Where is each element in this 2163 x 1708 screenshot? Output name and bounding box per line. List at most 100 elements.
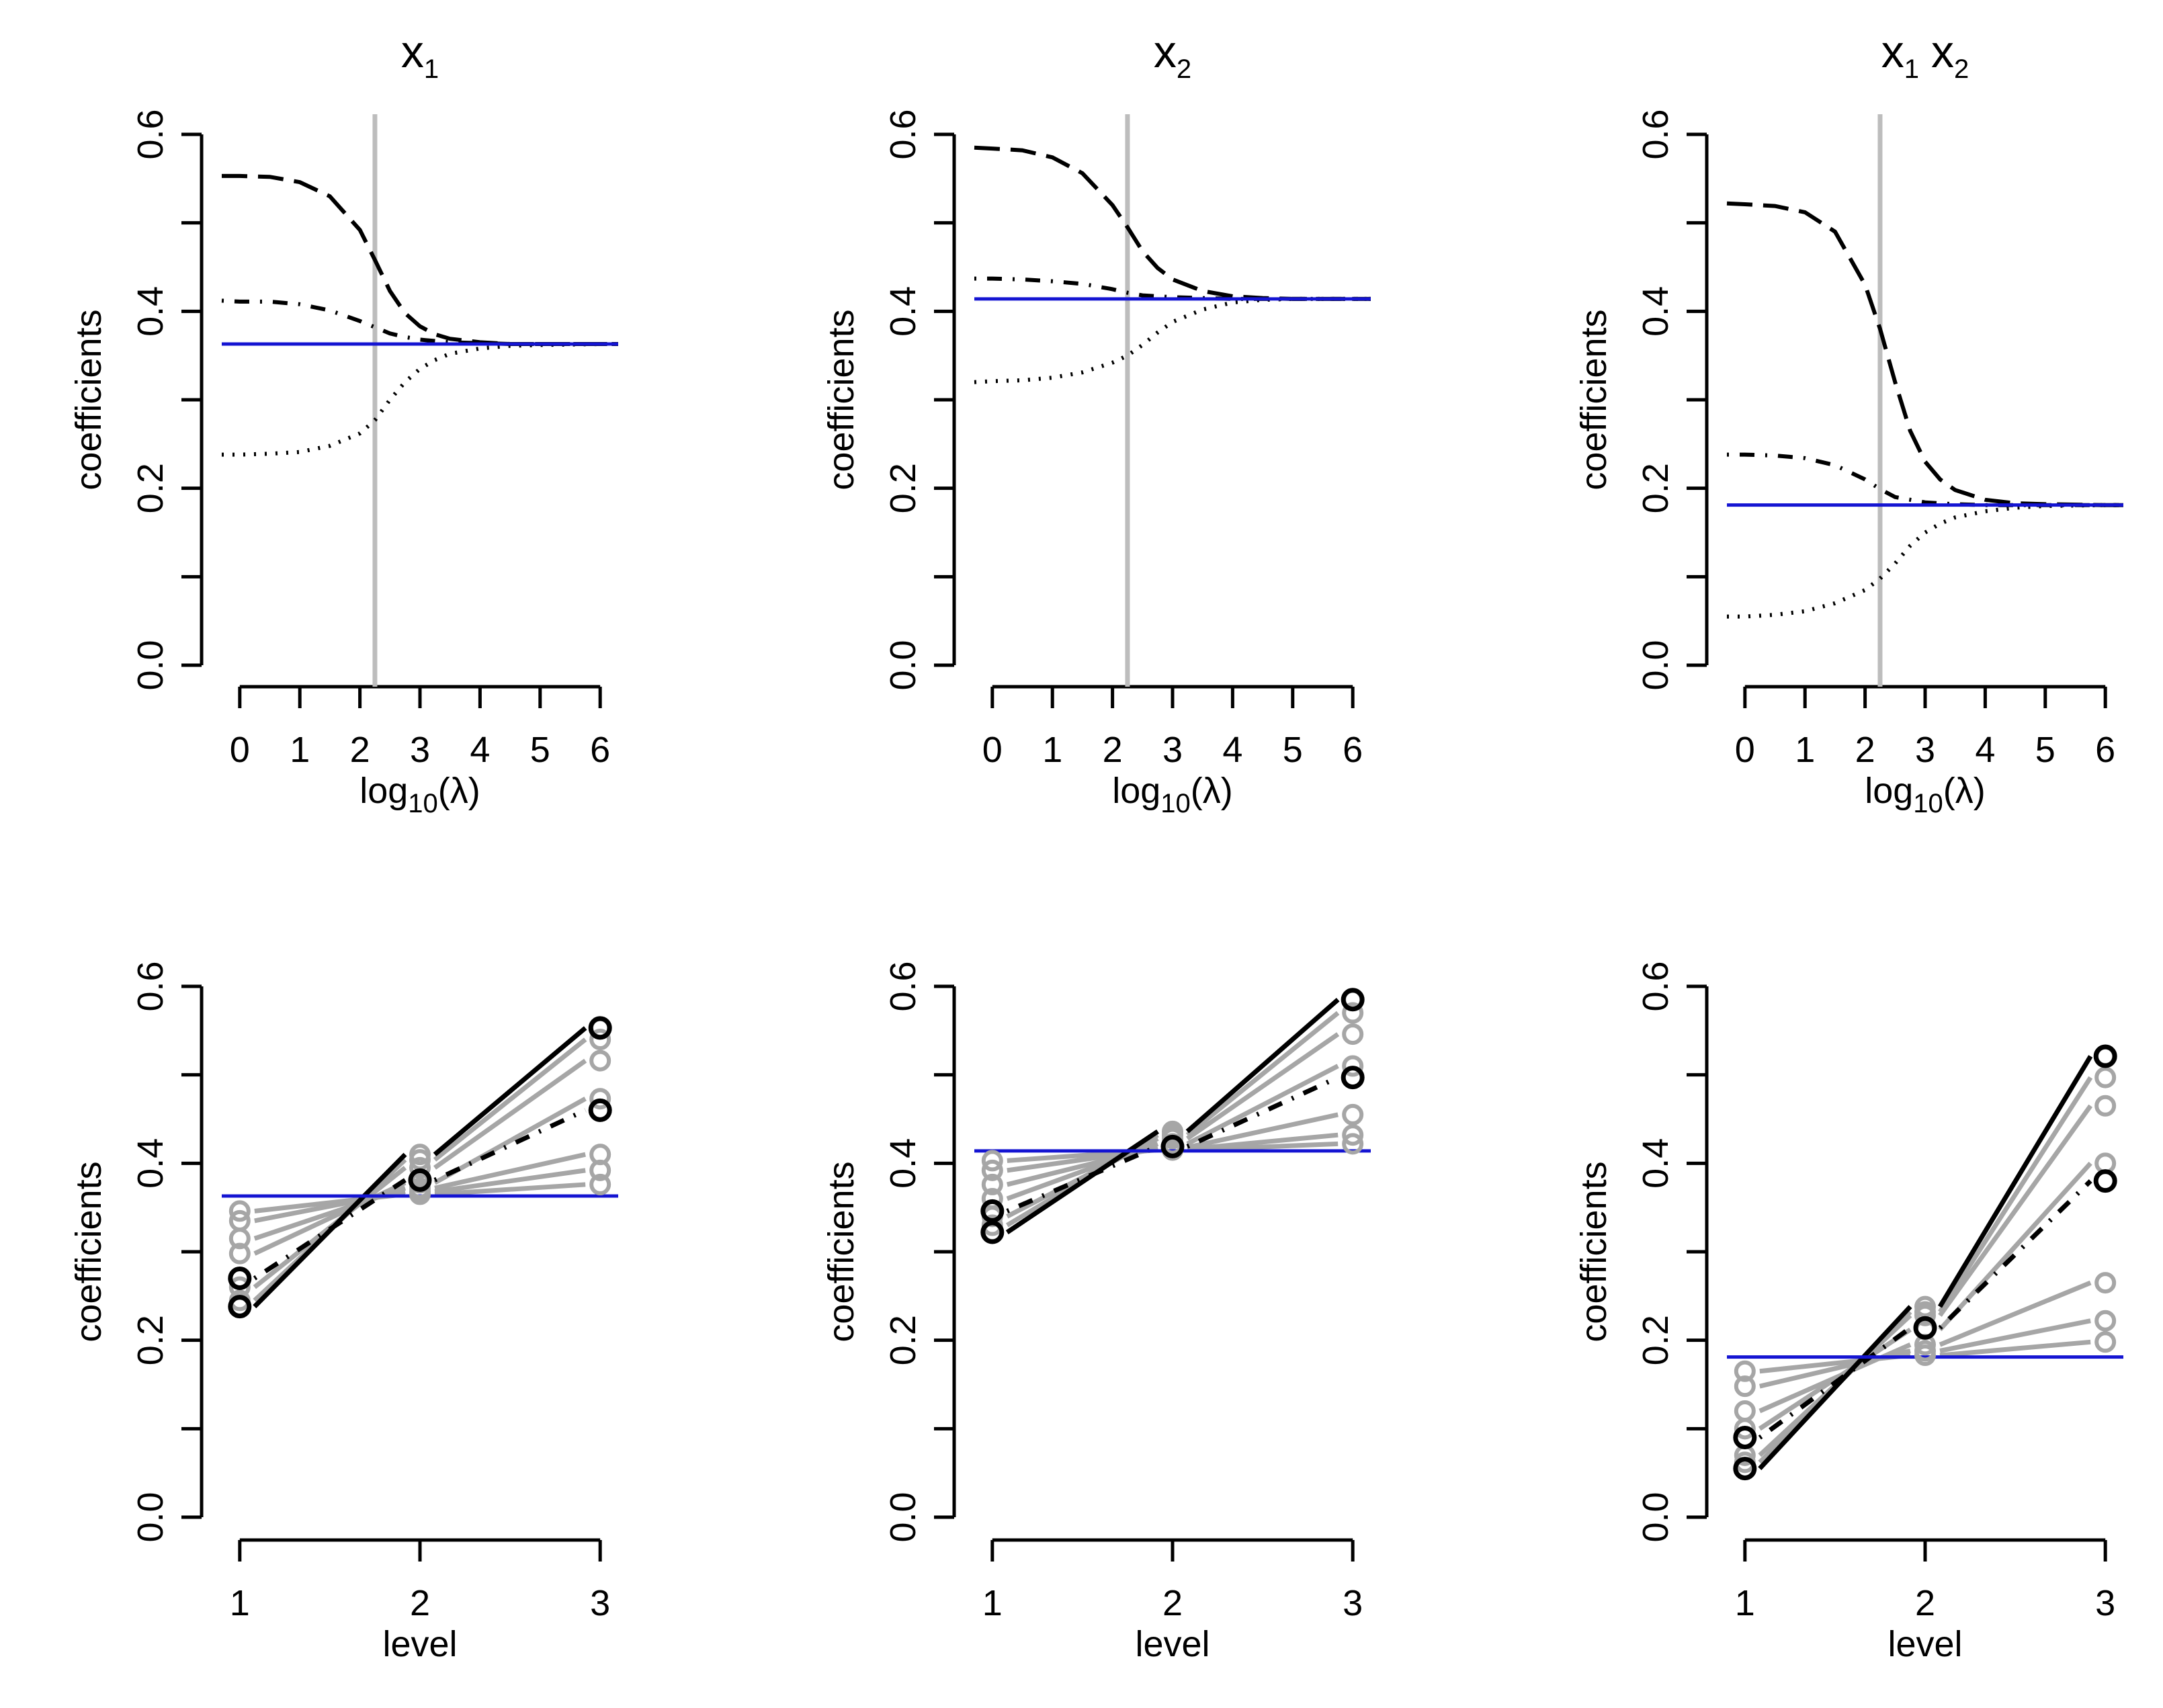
x-tick-label: 2 bbox=[1915, 1583, 1935, 1623]
selected-profile-line bbox=[253, 1178, 407, 1281]
unpenalized-profile-line bbox=[253, 1152, 407, 1309]
gray-profile-line bbox=[1939, 1280, 2092, 1347]
unpenalized-profile-point bbox=[228, 1295, 252, 1319]
gray-profile-line bbox=[1185, 1011, 1340, 1137]
x-tick-label: 2 bbox=[1162, 1583, 1183, 1623]
panel-title: x1 bbox=[401, 26, 439, 84]
x-tick-label: 2 bbox=[350, 730, 370, 770]
y-axis-label: coefficients bbox=[69, 309, 109, 490]
y-tick-label: 0.2 bbox=[1636, 1315, 1676, 1365]
y-tick-label: 0.6 bbox=[130, 109, 171, 159]
y-tick-label: 0.2 bbox=[1636, 463, 1676, 513]
y-tick-label: 0.0 bbox=[1636, 640, 1676, 690]
gray-profile-line bbox=[434, 1152, 586, 1191]
panel-title: x2 bbox=[1154, 26, 1191, 84]
y-tick-label: 0.6 bbox=[883, 109, 923, 159]
y-axis-label: coefficients bbox=[821, 1161, 861, 1342]
gray-profile-point bbox=[2094, 1310, 2117, 1332]
x-axis-label-log: log bbox=[359, 771, 408, 811]
gray-profile-point bbox=[1342, 1023, 1364, 1045]
selected-profile-point bbox=[2093, 1169, 2117, 1193]
gray-profile-point bbox=[409, 1183, 431, 1205]
gray-profile-line bbox=[1939, 1318, 2091, 1353]
gray-profile-line bbox=[433, 1058, 587, 1170]
panel-title-subscript: 2 bbox=[1177, 54, 1191, 84]
selected-profile-point bbox=[1913, 1316, 1937, 1340]
gray-profile-line bbox=[434, 1182, 586, 1197]
gray-profile-point bbox=[1734, 1360, 1756, 1382]
x-axis-label: level bbox=[1135, 1624, 1210, 1664]
x-tick-label: 6 bbox=[1343, 730, 1363, 770]
gray-profile-point bbox=[228, 1209, 251, 1232]
selected-profile-line bbox=[1006, 1144, 1159, 1213]
gray-profile-line bbox=[1938, 1161, 2092, 1332]
gray-profile-point bbox=[589, 1173, 611, 1195]
selected-profile-point bbox=[1341, 1066, 1365, 1090]
x-tick-label: 5 bbox=[2035, 730, 2055, 770]
x-tick-label: 2 bbox=[1855, 730, 1875, 770]
unpenalized-profile-line bbox=[1185, 998, 1340, 1134]
x-tick-label: 1 bbox=[290, 730, 310, 770]
gray-profile-line bbox=[433, 1097, 587, 1185]
gray-profile-line bbox=[1186, 1064, 1339, 1146]
gray-profile-point bbox=[2094, 1095, 2117, 1117]
x-axis-label-subscript: 10 bbox=[408, 789, 438, 818]
coefficient-path-level-1 bbox=[222, 342, 618, 457]
y-tick-label: 0.2 bbox=[130, 463, 171, 513]
x-tick-label: 1 bbox=[982, 1583, 1003, 1623]
x-axis-label-lambda: (λ) bbox=[1943, 771, 1986, 811]
x-tick-label: 4 bbox=[1975, 730, 1995, 770]
coefficient-path-level-2 bbox=[1727, 452, 2123, 507]
selected-profile-point bbox=[1160, 1134, 1185, 1158]
selected-profile-point bbox=[980, 1199, 1005, 1223]
gray-profile-point bbox=[1342, 1002, 1364, 1024]
gray-profile-point bbox=[589, 1159, 611, 1181]
coefficient-path-level-1 bbox=[974, 296, 1371, 384]
x-tick-label: 3 bbox=[1343, 1583, 1363, 1623]
x-tick-label: 2 bbox=[410, 1583, 430, 1623]
gray-profile-point bbox=[1342, 1055, 1364, 1077]
y-tick-label: 0.0 bbox=[1636, 1492, 1676, 1542]
selected-profile-line bbox=[1186, 1075, 1339, 1149]
level-profile-panel: 0.0 0.2 0.4 0.6 coefficients 1 2 3 level bbox=[69, 961, 618, 1664]
unpenalized-profile-line bbox=[1005, 1129, 1159, 1234]
y-tick-label: 0.4 bbox=[130, 286, 171, 337]
x-tick-label: 6 bbox=[2095, 730, 2115, 770]
coefficient-path-level-2 bbox=[221, 298, 618, 346]
x-axis-label: log10(λ) bbox=[359, 771, 480, 818]
y-axis-label: coefficients bbox=[821, 309, 861, 490]
y-tick-label: 0.4 bbox=[883, 1138, 923, 1189]
gray-profile-point bbox=[981, 1159, 1003, 1181]
x-tick-label: 6 bbox=[590, 730, 610, 770]
x-axis-label-subscript: 10 bbox=[1913, 789, 1943, 818]
gray-profile-point bbox=[2094, 1066, 2117, 1088]
gray-profile-point bbox=[589, 1050, 611, 1072]
panel-title-symbol: x bbox=[1881, 26, 1904, 77]
gray-profile-point bbox=[2094, 1331, 2117, 1353]
unpenalized-profile-point bbox=[1341, 988, 1365, 1012]
panel-title-symbol: x bbox=[1931, 26, 1954, 77]
y-tick-label: 0.6 bbox=[130, 961, 171, 1011]
selected-profile-line bbox=[433, 1108, 587, 1183]
gray-profile-point bbox=[589, 1029, 611, 1050]
y-tick-label: 0.2 bbox=[883, 1315, 923, 1365]
selected-profile-line bbox=[1938, 1179, 2092, 1330]
x-tick-label: 3 bbox=[1915, 730, 1935, 770]
selected-profile-point bbox=[1733, 1426, 1757, 1449]
panel-title: x1 x2 bbox=[1881, 26, 1969, 84]
selected-profile-point bbox=[228, 1267, 252, 1290]
y-tick-label: 0.4 bbox=[883, 286, 923, 337]
x-axis-label-log: log bbox=[1865, 771, 1913, 811]
x-tick-label: 1 bbox=[230, 1583, 250, 1623]
x-tick-label: 0 bbox=[982, 730, 1003, 770]
y-tick-label: 0.0 bbox=[130, 1492, 171, 1542]
gray-profile-point bbox=[1734, 1400, 1756, 1422]
x-axis-label-log: log bbox=[1112, 771, 1160, 811]
unpenalized-profile-point bbox=[1733, 1457, 1757, 1481]
gray-profile-line bbox=[433, 1037, 587, 1162]
y-tick-label: 0.6 bbox=[1636, 961, 1676, 1011]
y-tick-label: 0.2 bbox=[130, 1315, 171, 1365]
